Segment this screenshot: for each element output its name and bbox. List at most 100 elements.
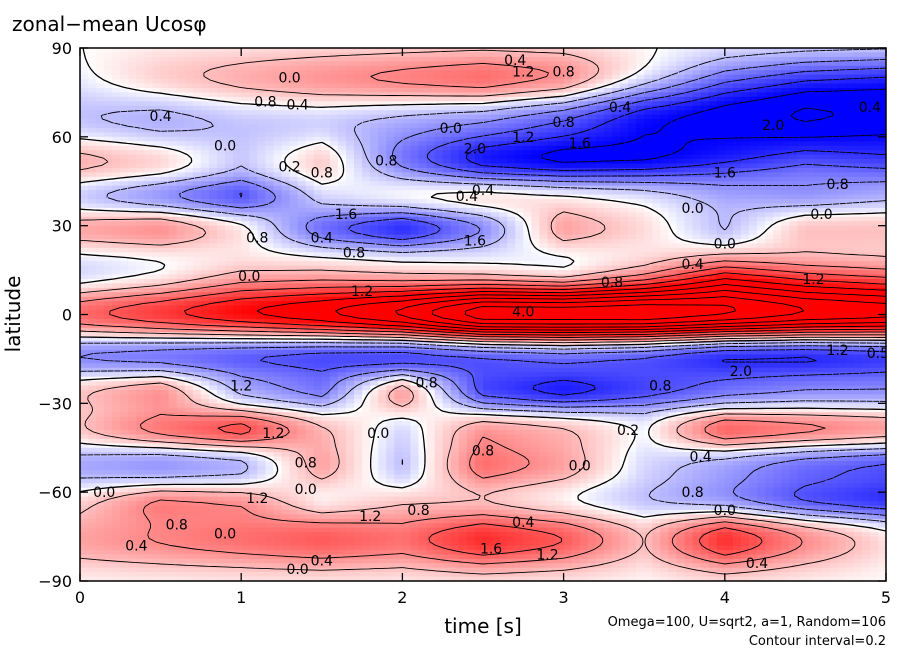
heatmap-cell bbox=[217, 234, 226, 240]
heatmap-cell bbox=[128, 87, 138, 94]
heatmap-cell bbox=[192, 225, 202, 231]
heatmap-cell bbox=[603, 105, 613, 111]
heatmap-cell bbox=[160, 190, 170, 196]
heatmap-cell bbox=[386, 163, 395, 169]
heatmap-cell bbox=[112, 194, 121, 200]
heatmap-cell bbox=[652, 105, 661, 111]
heatmap-cell bbox=[208, 163, 218, 169]
heatmap-cell bbox=[853, 230, 863, 236]
heatmap-cell bbox=[474, 238, 484, 245]
heatmap-cell bbox=[217, 207, 226, 213]
heatmap-cell bbox=[249, 176, 258, 182]
heatmap-cell bbox=[104, 181, 113, 187]
heatmap-cell bbox=[765, 136, 774, 142]
heatmap-cell bbox=[636, 123, 645, 129]
heatmap-cell bbox=[120, 83, 129, 89]
heatmap-cell bbox=[757, 105, 766, 111]
heatmap-cell bbox=[660, 225, 669, 231]
heatmap-cell bbox=[128, 225, 138, 231]
heatmap-cell bbox=[362, 212, 371, 218]
heatmap-cell bbox=[716, 261, 726, 267]
heatmap-cell bbox=[539, 221, 549, 227]
heatmap-cell bbox=[700, 207, 710, 213]
heatmap-cell bbox=[313, 74, 323, 80]
heatmap-cell bbox=[305, 79, 315, 85]
heatmap-cell bbox=[837, 65, 847, 71]
heatmap-cell bbox=[636, 150, 645, 156]
heatmap-cell bbox=[603, 92, 613, 98]
heatmap-cell bbox=[724, 261, 734, 267]
heatmap-cell bbox=[547, 167, 557, 173]
heatmap-cell bbox=[88, 56, 97, 62]
heatmap-cell bbox=[136, 70, 146, 76]
heatmap-cell bbox=[724, 83, 734, 89]
heatmap-cell bbox=[684, 145, 694, 151]
heatmap-cell bbox=[748, 136, 758, 142]
heatmap-cell bbox=[313, 247, 323, 253]
heatmap-cell bbox=[434, 212, 444, 218]
heatmap-cell bbox=[620, 185, 629, 191]
heatmap-cell bbox=[579, 234, 589, 240]
heatmap-cell bbox=[257, 176, 266, 182]
heatmap-cell bbox=[426, 172, 436, 178]
heatmap-cell bbox=[483, 127, 492, 133]
heatmap-cell bbox=[748, 176, 758, 182]
heatmap-cell bbox=[603, 123, 613, 129]
heatmap-cell bbox=[402, 207, 412, 213]
heatmap-cell bbox=[724, 212, 734, 218]
heatmap-cell bbox=[128, 261, 138, 267]
heatmap-cell bbox=[708, 181, 718, 187]
heatmap-cell bbox=[410, 127, 420, 133]
heatmap-cell bbox=[797, 221, 806, 227]
heatmap-cell bbox=[781, 145, 790, 151]
heatmap-cell bbox=[345, 230, 355, 236]
heatmap-cell bbox=[587, 176, 597, 182]
heatmap-cell bbox=[587, 119, 597, 125]
heatmap-cell bbox=[660, 203, 669, 209]
heatmap-cell bbox=[628, 203, 637, 209]
heatmap-cell bbox=[233, 216, 242, 222]
heatmap-cell bbox=[128, 234, 138, 240]
heatmap-cell bbox=[732, 52, 742, 58]
heatmap-cell bbox=[370, 185, 379, 191]
heatmap-cell bbox=[595, 52, 605, 58]
heatmap-cell bbox=[168, 234, 178, 240]
heatmap-cell bbox=[136, 199, 146, 205]
heatmap-cell bbox=[273, 163, 283, 169]
heatmap-cell bbox=[345, 225, 355, 231]
heatmap-cell bbox=[748, 252, 758, 258]
heatmap-cell bbox=[450, 87, 460, 94]
heatmap-cell bbox=[805, 199, 815, 205]
heatmap-cell bbox=[813, 176, 823, 182]
heatmap-cell bbox=[797, 145, 806, 151]
heatmap-cell bbox=[668, 79, 678, 85]
heatmap-cell bbox=[523, 194, 532, 200]
heatmap-cell bbox=[297, 221, 307, 227]
heatmap-cell bbox=[386, 199, 395, 205]
heatmap-cell bbox=[748, 203, 758, 209]
heatmap-cell bbox=[547, 207, 557, 213]
heatmap-cell bbox=[313, 132, 323, 138]
heatmap-cell bbox=[692, 238, 702, 245]
heatmap-cell bbox=[233, 145, 242, 151]
heatmap-cell bbox=[620, 225, 629, 231]
heatmap-cell bbox=[144, 83, 154, 89]
heatmap-cell bbox=[458, 176, 468, 182]
heatmap-cell bbox=[603, 163, 613, 169]
heatmap-cell bbox=[805, 243, 815, 249]
heatmap-cell bbox=[636, 203, 645, 209]
heatmap-cell bbox=[765, 199, 774, 205]
heatmap-cell bbox=[507, 167, 516, 173]
heatmap-cell bbox=[773, 101, 782, 107]
heatmap-cell bbox=[289, 56, 299, 62]
heatmap-cell bbox=[297, 159, 307, 165]
heatmap-cell bbox=[257, 123, 266, 129]
heatmap-cell bbox=[168, 185, 178, 191]
heatmap-cell bbox=[329, 145, 339, 151]
heatmap-cell bbox=[386, 181, 395, 187]
heatmap-cell bbox=[418, 238, 428, 245]
heatmap-cell bbox=[611, 110, 621, 116]
heatmap-cell bbox=[620, 221, 629, 227]
heatmap-cell bbox=[394, 145, 403, 151]
heatmap-cell bbox=[208, 194, 218, 200]
